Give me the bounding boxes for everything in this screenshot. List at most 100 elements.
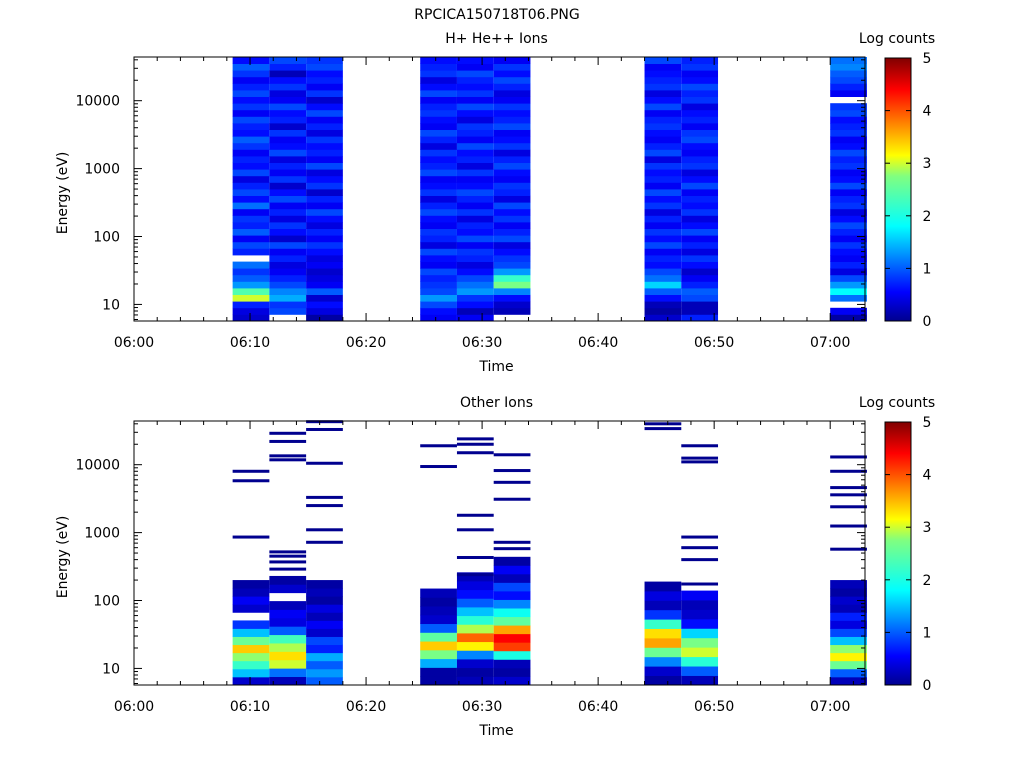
heatmap-cell (269, 76, 307, 84)
heatmap-cell (681, 90, 719, 97)
heatmap-cell (681, 109, 719, 117)
heatmap-cell (830, 248, 867, 256)
heatmap-cell (830, 604, 867, 613)
heatmap-cell (232, 596, 270, 605)
heatmap-cell (420, 649, 457, 660)
heatmap-cell (456, 169, 494, 177)
heatmap-cell (269, 202, 307, 210)
heatmap-cell (420, 222, 457, 229)
heatmap-cell (644, 103, 682, 111)
heatmap-cell (420, 208, 457, 216)
heatmap-cell (681, 162, 719, 170)
heatmap-cell (420, 241, 457, 249)
x-axis-label: Time (478, 723, 513, 739)
heatmap-cell (232, 288, 270, 295)
heatmap-cell (456, 136, 494, 144)
heatmap-cell (420, 175, 457, 183)
colorbar (884, 57, 912, 322)
heatmap-cell (232, 182, 270, 190)
heatmap-cell (644, 156, 682, 163)
heatmap-cell (420, 149, 457, 157)
heatmap-cell (306, 604, 343, 613)
heatmap-cell (493, 96, 531, 104)
sparse-count-line (681, 444, 719, 448)
heatmap-cell (644, 162, 682, 170)
colorbar-tick-label: 3 (923, 156, 932, 172)
heatmap-cell (830, 109, 867, 117)
heatmap-cell (456, 632, 494, 643)
heatmap-cell (269, 643, 307, 652)
sparse-count-line (306, 495, 343, 499)
heatmap-cell (306, 644, 343, 654)
heatmap-cell (456, 235, 494, 243)
heatmap-cell (493, 241, 531, 249)
figure-title: RPCICA150718T06.PNG (414, 7, 579, 23)
heatmap-cell (456, 70, 494, 78)
heatmap-cell (456, 142, 494, 150)
heatmap-cell (306, 63, 343, 71)
heatmap-cell (232, 142, 270, 150)
heatmap-cell (306, 182, 343, 190)
heatmap-cell (644, 83, 682, 91)
heatmap-cell (456, 195, 494, 203)
heatmap-cell (681, 281, 719, 289)
heatmap-cell (306, 288, 343, 295)
heatmap-cell (456, 116, 494, 124)
heatmap-cell (420, 215, 457, 223)
colorbar-tick-label: 3 (923, 520, 932, 536)
heatmap-cell (269, 116, 307, 124)
heatmap-cell (644, 182, 682, 190)
heatmap-cell (269, 63, 307, 71)
heatmap-cell (644, 70, 682, 78)
sparse-count-line (306, 528, 343, 532)
heatmap-cell (830, 182, 867, 190)
y-tick-label: 100 (93, 230, 120, 246)
heatmap-cell (493, 123, 531, 130)
heatmap-cell (456, 572, 494, 582)
heatmap-cell (269, 281, 307, 289)
heatmap-cell (830, 620, 867, 629)
heatmap-cell (232, 301, 270, 309)
y-tick-label: 100 (93, 594, 120, 610)
heatmap-cell (644, 90, 682, 97)
heatmap-cell (306, 202, 343, 210)
heatmap-cell (681, 129, 719, 137)
heatmap-cell (456, 189, 494, 196)
sparse-count-line (456, 513, 494, 517)
heatmap-cell (456, 615, 494, 625)
heatmap-cell (830, 136, 867, 144)
sparse-count-line (493, 547, 531, 551)
sparse-count-line (232, 535, 270, 539)
heatmap-cell (269, 241, 307, 249)
heatmap-cell (420, 235, 457, 243)
heatmap-cell (830, 169, 867, 177)
heatmap-cell (232, 123, 270, 130)
heatmap-cell (456, 215, 494, 223)
sparse-count-line (456, 442, 494, 446)
heatmap-cell (644, 175, 682, 183)
heatmap-cell (306, 281, 343, 289)
sparse-count-line (681, 456, 719, 460)
sparse-count-line (456, 555, 494, 559)
heatmap-cell (830, 580, 867, 589)
heatmap-cell (420, 623, 457, 633)
heatmap-cell (269, 189, 307, 196)
heatmap-cell (681, 222, 719, 229)
heatmap-cell (493, 659, 531, 669)
sparse-count-line (420, 465, 457, 469)
heatmap-cell (681, 103, 719, 111)
heatmap-cell (306, 307, 343, 315)
heatmap-cell (830, 162, 867, 170)
x-tick-label: 06:30 (462, 335, 502, 351)
heatmap-cell (830, 274, 867, 282)
heatmap-cell (456, 103, 494, 111)
heatmap-cell (306, 652, 343, 662)
colorbar-tick-label: 0 (923, 678, 932, 694)
heatmap-cell (493, 294, 531, 302)
heatmap-cell (681, 609, 719, 620)
heatmap-cell (681, 268, 719, 276)
sparse-count-line (681, 460, 719, 464)
heatmap-cell (420, 281, 457, 289)
x-tick-label: 06:00 (114, 335, 154, 351)
